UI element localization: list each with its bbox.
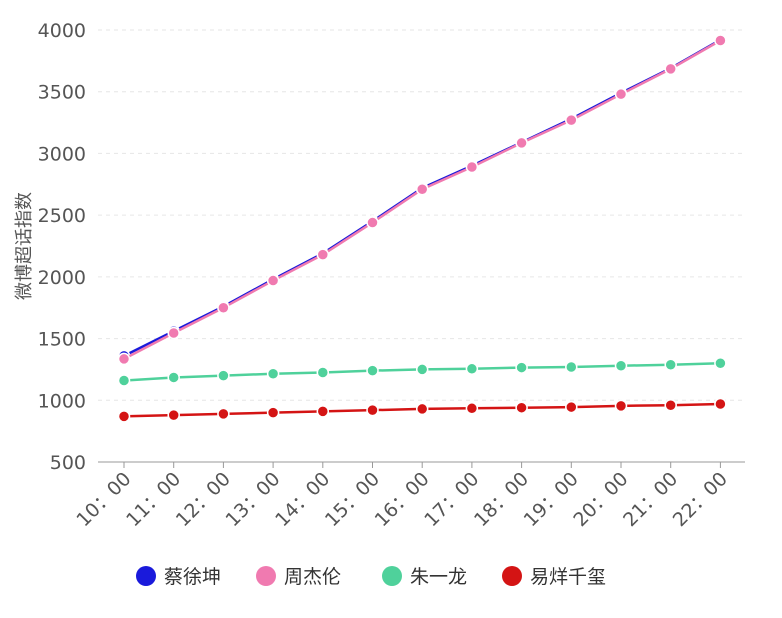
legend-label: 朱一龙 — [410, 566, 467, 588]
data-point — [664, 62, 677, 76]
series-3 — [117, 397, 727, 423]
y-tick-label: 1000 — [38, 390, 86, 412]
x-tick-label: 13：00 — [221, 468, 284, 531]
x-tick-label: 22：00 — [669, 468, 732, 531]
legend-label: 蔡徐坤 — [164, 566, 221, 588]
legend-marker — [256, 566, 276, 586]
legend-marker — [382, 566, 402, 586]
y-axis-title: 微博超话指数 — [14, 192, 35, 300]
data-point — [565, 400, 578, 414]
data-point — [316, 366, 330, 379]
data-point — [266, 367, 280, 380]
series-group — [117, 33, 727, 423]
x-tick-label: 15：00 — [321, 468, 384, 531]
y-axis-ticks: 500 1000 1500 2000 2500 3000 3500 4000 — [38, 20, 86, 474]
x-tick-label: 11：00 — [122, 468, 185, 531]
data-point — [415, 402, 429, 416]
y-tick-label: 500 — [50, 452, 86, 474]
y-tick-label: 4000 — [38, 20, 86, 42]
legend-marker — [502, 566, 522, 586]
legend-item[interactable]: 朱一龙 — [382, 566, 467, 588]
data-point — [664, 358, 677, 371]
data-point — [316, 405, 330, 418]
y-tick-label: 1500 — [38, 329, 86, 351]
data-point — [117, 352, 131, 366]
data-point — [465, 362, 479, 376]
legend[interactable]: 蔡徐坤 周杰伦 朱一龙 易烊千玺 — [136, 566, 606, 588]
data-point — [366, 364, 379, 377]
data-point — [714, 357, 727, 370]
x-tick-label: 12：00 — [172, 468, 235, 531]
data-point — [167, 371, 180, 384]
data-point — [614, 359, 628, 372]
x-tick-label: 17：00 — [420, 468, 483, 531]
data-point — [167, 326, 180, 340]
legend-item[interactable]: 周杰伦 — [256, 566, 341, 588]
data-point — [415, 363, 429, 376]
data-point — [167, 408, 180, 422]
x-tick-label: 21：00 — [619, 468, 682, 531]
data-point — [714, 397, 727, 411]
data-point — [614, 399, 628, 413]
legend-label: 易烊千玺 — [530, 566, 606, 588]
data-point — [714, 34, 727, 47]
grid-lines — [98, 29, 745, 401]
data-point — [366, 216, 379, 229]
data-point — [217, 369, 230, 382]
data-point — [515, 136, 528, 150]
legend-item[interactable]: 易烊千玺 — [502, 566, 606, 588]
data-point — [117, 410, 131, 423]
data-point — [465, 160, 479, 174]
x-tick-label: 14：00 — [271, 468, 334, 531]
y-tick-label: 2000 — [38, 267, 86, 289]
x-tick-label: 18：00 — [470, 468, 533, 531]
y-tick-label: 3000 — [38, 143, 86, 165]
data-point — [465, 402, 479, 415]
legend-label: 周杰伦 — [284, 566, 341, 588]
data-point — [415, 182, 429, 196]
data-point — [565, 360, 578, 374]
data-point — [117, 374, 131, 387]
legend-item[interactable]: 蔡徐坤 — [136, 566, 221, 588]
data-point — [366, 403, 379, 417]
x-axis-ticks: 10：0011：0012：0013：0014：0015：0016：0017：00… — [72, 462, 732, 531]
data-point — [217, 301, 230, 314]
legend-marker — [136, 566, 156, 586]
series-1 — [117, 34, 727, 366]
data-point — [664, 398, 677, 412]
x-tick-label: 10：00 — [72, 468, 135, 531]
y-tick-label: 2500 — [38, 205, 86, 227]
series-0 — [117, 33, 727, 363]
data-point — [515, 361, 528, 374]
x-tick-label: 19：00 — [520, 468, 583, 531]
data-point — [217, 407, 230, 421]
x-tick-label: 20：00 — [569, 468, 632, 531]
data-point — [266, 406, 280, 419]
series-2 — [117, 357, 727, 387]
data-point — [565, 113, 578, 127]
x-tick-label: 16：00 — [371, 468, 434, 531]
data-point — [316, 248, 330, 261]
data-point — [614, 87, 628, 101]
y-tick-label: 3500 — [38, 82, 86, 104]
data-point — [515, 401, 528, 414]
data-point — [266, 274, 280, 287]
series-line — [123, 38, 722, 357]
